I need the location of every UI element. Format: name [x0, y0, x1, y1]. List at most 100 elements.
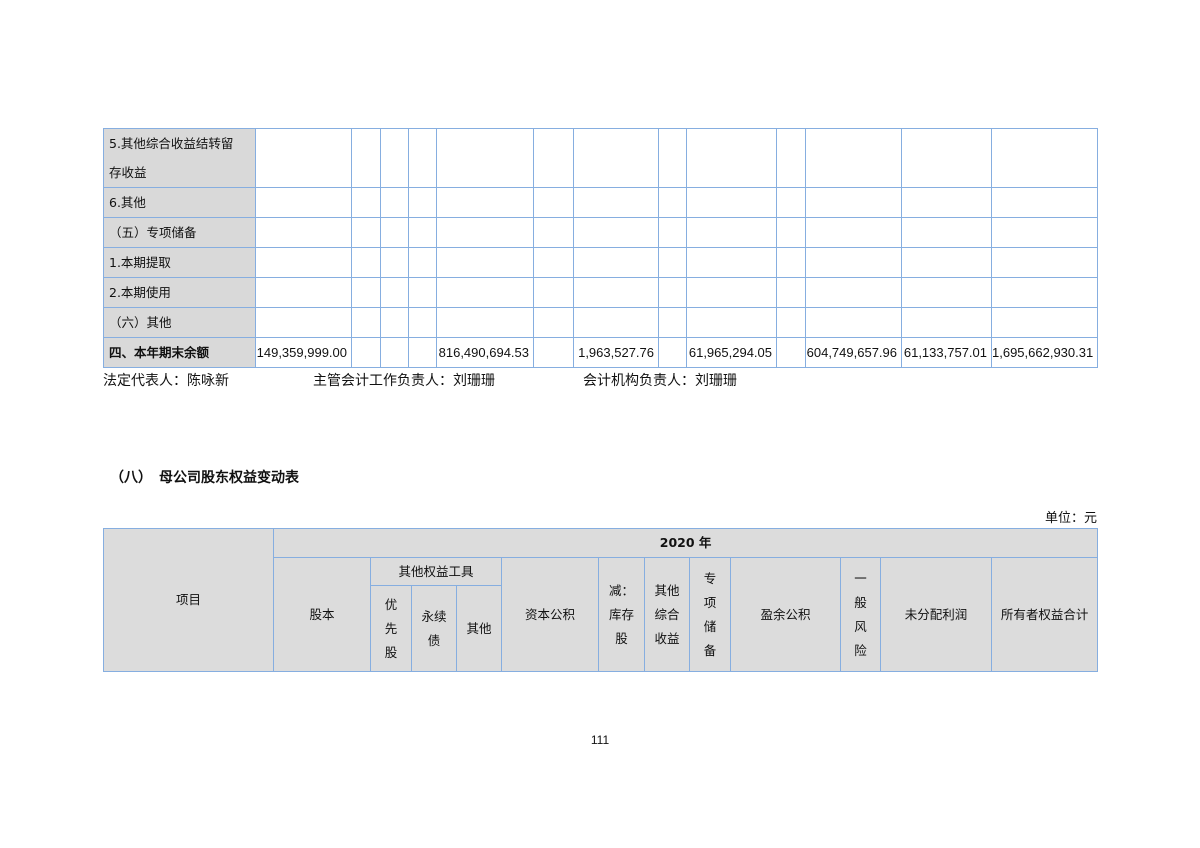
row-label: 2.本期使用: [103, 277, 256, 308]
row-label: （六）其他: [103, 307, 256, 338]
header-surplus-reserve: 盈余公积: [730, 557, 841, 672]
value-cell: [255, 217, 352, 248]
section-title: （八） 母公司股东权益变动表: [110, 470, 299, 486]
value-cell: [776, 337, 806, 368]
value-cell: [805, 187, 902, 218]
header-year: 2020 年: [272, 528, 1099, 558]
value-cell: [991, 307, 1098, 338]
value-cell: [351, 337, 381, 368]
table-row: 6.其他: [103, 187, 1098, 218]
value-cell: [436, 187, 534, 218]
row-label: 四、本年期末余额: [103, 337, 256, 368]
value-cell: [533, 247, 574, 278]
value-cell: [805, 307, 902, 338]
header-treasury: 减：库存股: [598, 557, 645, 672]
value-cell: [408, 337, 437, 368]
page-number: 111: [590, 733, 610, 747]
value-cell: 1,695,662,930.31: [991, 337, 1098, 368]
value-cell: [351, 128, 381, 188]
table-row: 2.本期使用: [103, 277, 1098, 308]
value-cell: [380, 217, 409, 248]
value-cell: [436, 277, 534, 308]
value-cell: [351, 307, 381, 338]
value-cell: [380, 247, 409, 278]
value-cell: [776, 217, 806, 248]
value-cell: [805, 247, 902, 278]
value-cell: [805, 217, 902, 248]
value-cell: [533, 217, 574, 248]
value-cell: [901, 128, 992, 188]
value-cell: [436, 307, 534, 338]
value-cell: [408, 128, 437, 188]
table-row: （五）专项储备: [103, 217, 1098, 248]
value-cell: [686, 217, 777, 248]
value-cell: [776, 128, 806, 188]
value-cell: [573, 187, 659, 218]
value-cell: [533, 277, 574, 308]
value-cell: [658, 187, 687, 218]
value-cell: [901, 307, 992, 338]
value-cell: [776, 307, 806, 338]
value-cell: [573, 247, 659, 278]
value-cell: 1,963,527.76: [573, 337, 659, 368]
value-cell: [533, 337, 574, 368]
parent-equity-change-table: 项目 2020 年 股本 其他权益工具 资本公积 减：库存股 其他综合收益 专项…: [103, 528, 1099, 672]
value-cell: [901, 277, 992, 308]
value-cell: [255, 307, 352, 338]
value-cell: [991, 277, 1098, 308]
table-row: 四、本年期末余额 149,359,999.00 816,490,694.53 1,96…: [103, 337, 1098, 368]
equity-change-table-continued: 5.其他综合收益结转留存收益 6.其他 （五）专项储备 1.本期提取 2.本期使用 （六）…: [103, 128, 1098, 368]
value-cell: [436, 128, 534, 188]
value-cell: [351, 247, 381, 278]
value-cell: [776, 247, 806, 278]
value-cell: [991, 217, 1098, 248]
value-cell: [573, 307, 659, 338]
value-cell: [255, 187, 352, 218]
value-cell: [351, 277, 381, 308]
value-cell: 61,133,757.01: [901, 337, 992, 368]
header-preferred: 优先股: [370, 585, 412, 672]
row-label: 5.其他综合收益结转留存收益: [103, 128, 256, 188]
value-cell: [901, 187, 992, 218]
value-cell: [380, 128, 409, 188]
accounting-head: 主管会计工作负责人：刘珊珊: [313, 373, 495, 389]
value-cell: [686, 247, 777, 278]
value-cell: [351, 217, 381, 248]
accounting-org-head: 会计机构负责人：刘珊珊: [583, 373, 737, 389]
value-cell: [805, 277, 902, 308]
value-cell: [255, 277, 352, 308]
value-cell: [408, 247, 437, 278]
value-cell: [901, 247, 992, 278]
value-cell: [408, 277, 437, 308]
table-row: 1.本期提取: [103, 247, 1098, 278]
table-row: （六）其他: [103, 307, 1098, 338]
legal-representative: 法定代表人：陈咏新: [103, 373, 229, 389]
row-label: 1.本期提取: [103, 247, 256, 278]
unit-label: 单位：元: [1044, 511, 1097, 526]
value-cell: [776, 187, 806, 218]
header-capital-reserve: 资本公积: [501, 557, 599, 672]
header-oci: 其他综合收益: [644, 557, 690, 672]
value-cell: [991, 128, 1098, 188]
value-cell: [533, 187, 574, 218]
value-cell: [408, 217, 437, 248]
value-cell: [255, 247, 352, 278]
value-cell: [380, 277, 409, 308]
value-cell: [686, 128, 777, 188]
value-cell: [573, 277, 659, 308]
header-other-equity-tools: 其他权益工具: [370, 557, 502, 586]
value-cell: [901, 217, 992, 248]
value-cell: 604,749,657.96: [805, 337, 902, 368]
value-cell: [533, 307, 574, 338]
value-cell: [573, 128, 659, 188]
value-cell: [991, 247, 1098, 278]
row-label: 6.其他: [103, 187, 256, 218]
value-cell: [380, 337, 409, 368]
value-cell: [658, 217, 687, 248]
value-cell: [686, 307, 777, 338]
value-cell: [658, 277, 687, 308]
value-cell: [776, 277, 806, 308]
value-cell: [436, 247, 534, 278]
value-cell: [658, 307, 687, 338]
